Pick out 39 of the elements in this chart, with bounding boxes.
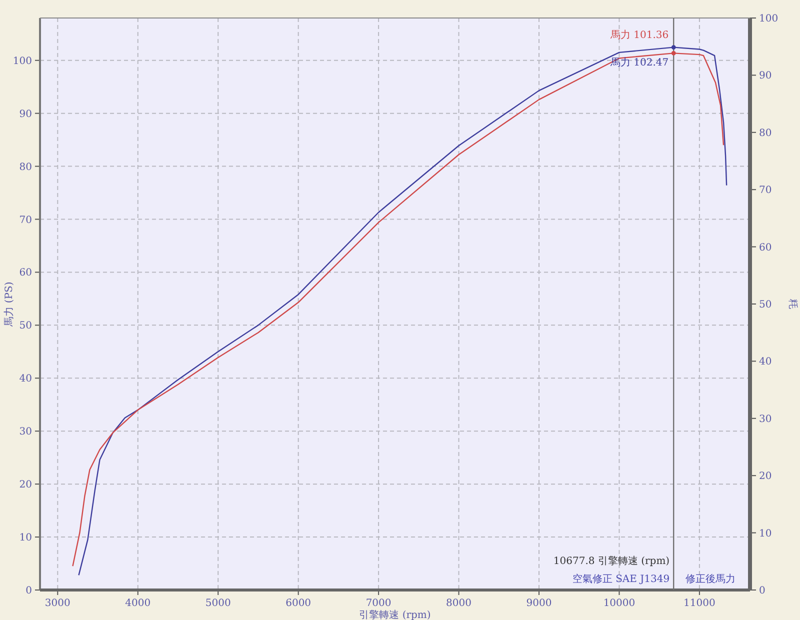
y-tick-label: 0 (26, 586, 32, 596)
y2-tick-label: 40 (759, 356, 772, 368)
x-tick-label: 11000 (684, 598, 716, 609)
y2-tick-label: 100 (759, 14, 778, 24)
x-tick-label: 7000 (366, 598, 392, 609)
y2-tick-label: 60 (759, 242, 772, 254)
y2-tick-label: 80 (759, 128, 772, 139)
x-tick-label: 3000 (44, 598, 70, 609)
y-axis-title: 馬力 (PS) (3, 282, 15, 328)
y-tick-label: 90 (19, 108, 32, 120)
y-tick-label: 40 (19, 374, 32, 385)
x-tick-label: 9000 (526, 598, 552, 609)
y2-tick-label: 20 (759, 471, 772, 482)
x-tick-label: 6000 (286, 598, 312, 609)
annotation: 空氣修正 SAE J1349 (572, 573, 670, 585)
y2-tick-label: 10 (759, 528, 772, 540)
x-tick-label: 10000 (603, 598, 636, 609)
y-tick-label: 60 (19, 268, 32, 279)
x-tick-label: 5000 (205, 598, 231, 609)
x-axis-title: 引擎轉速 (rpm) (359, 609, 431, 620)
y2-tick-label: 0 (759, 586, 766, 596)
y-tick-label: 50 (19, 320, 32, 332)
y2-tick-label: 30 (759, 414, 772, 425)
y-tick-label: 20 (19, 480, 32, 491)
x-tick-label: 4000 (125, 598, 151, 609)
ref-line-label: 10677.8 引擎轉速 (rpm) (553, 555, 670, 567)
y-tick-label: 30 (19, 426, 32, 438)
y-tick-label: 70 (19, 214, 32, 226)
x-tick-label: 8000 (446, 598, 472, 609)
annotation: 修正後馬力 (686, 573, 736, 585)
y2-axis-title: 粍 (787, 299, 798, 309)
annotation: 馬力 101.36 (609, 29, 669, 42)
y-tick-label: 100 (12, 56, 32, 67)
y2-tick-label: 90 (759, 70, 772, 82)
y-tick-label: 80 (19, 162, 32, 173)
y2-tick-label: 70 (759, 185, 772, 196)
y2-tick-label: 50 (759, 300, 772, 310)
annotation: 馬力 102.47 (609, 56, 669, 68)
y-tick-label: 10 (19, 532, 32, 544)
